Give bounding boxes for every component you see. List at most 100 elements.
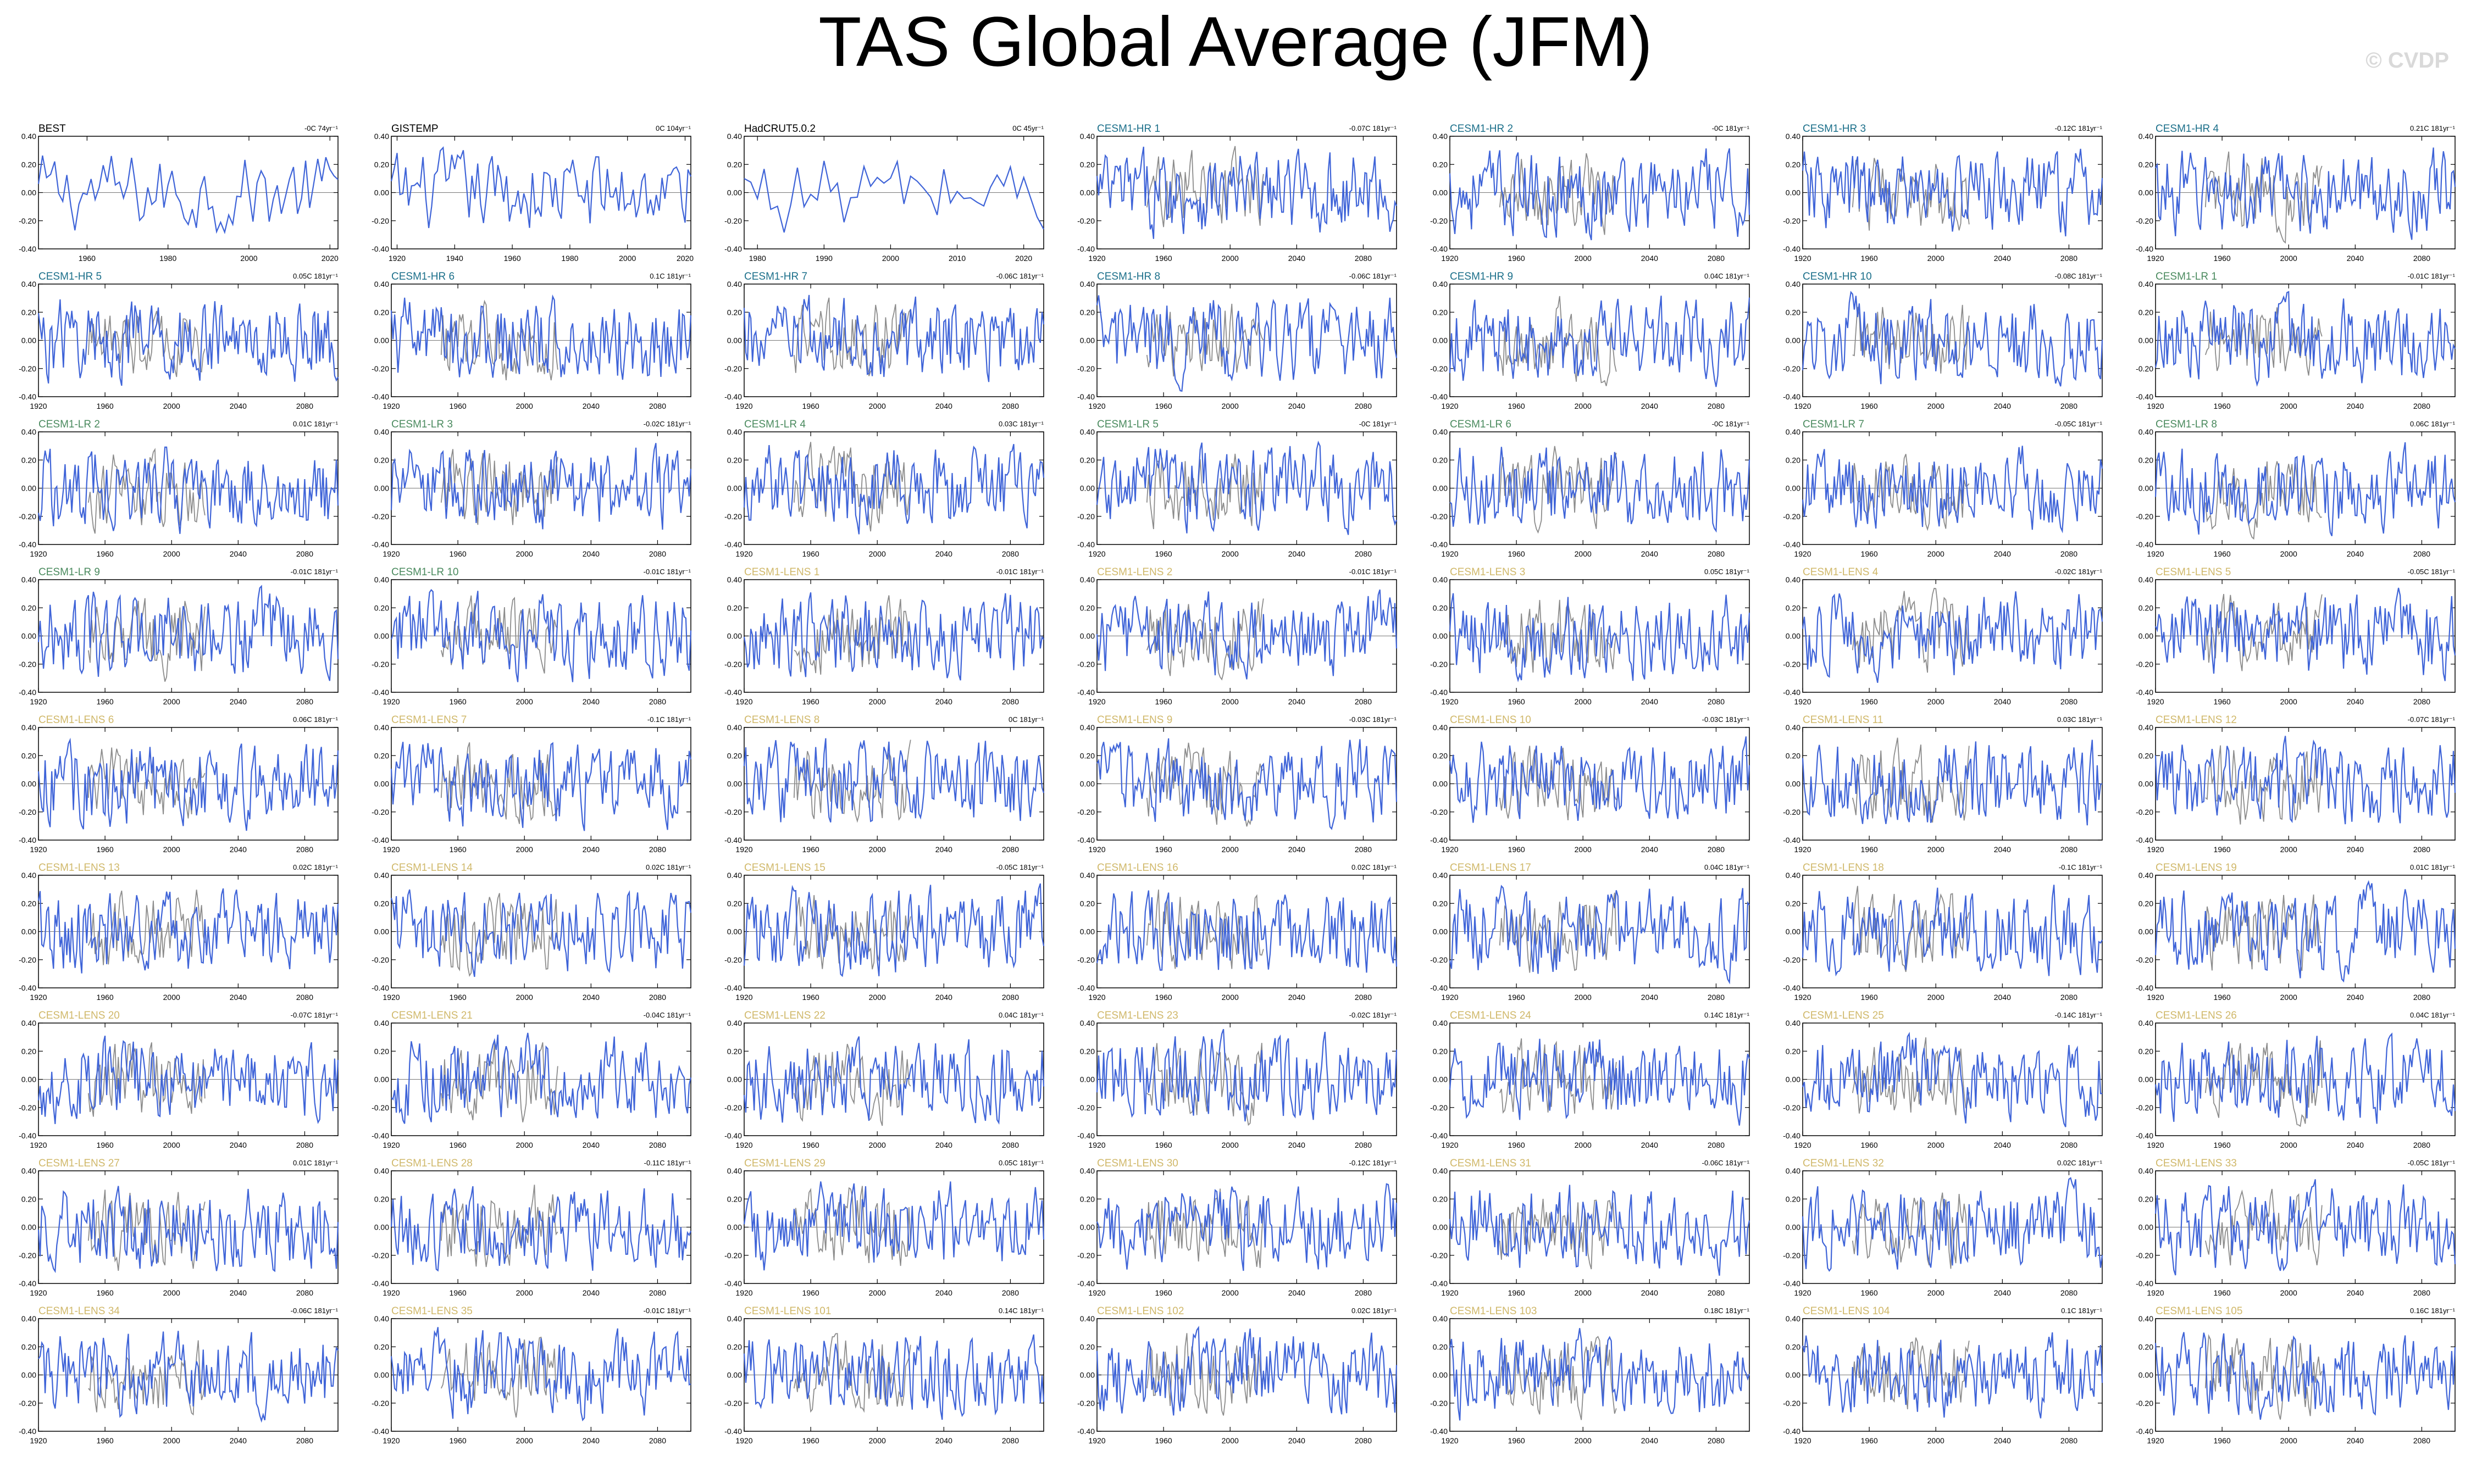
y-tick-label: 0.00	[21, 1371, 36, 1380]
chart-panel: CESM1-LR 2 0.01C 181yr⁻¹ 0.40 0.20 0.00 -0.20…	[19, 419, 339, 558]
x-tick-label: 2080	[296, 549, 313, 558]
x-tick-label: 2080	[1355, 1141, 1372, 1149]
x-tick-label: 2000	[1927, 1436, 1944, 1445]
y-tick-label: 0.20	[1786, 899, 1800, 908]
x-tick-label: 2080	[1708, 993, 1725, 1002]
y-tick-label: -0.20	[372, 955, 389, 964]
chart-panel: CESM1-LENS 27 0.01C 181yr⁻¹ 0.40 0.20 0.00 -0…	[19, 1158, 339, 1297]
series-line	[37, 737, 339, 831]
y-tick-label: 0.00	[374, 484, 389, 493]
y-tick-label: -0.20	[2136, 1251, 2153, 1260]
y-tick-label: -0.40	[1430, 688, 1448, 697]
y-tick-label: 0.00	[374, 1223, 389, 1232]
series-line	[2154, 587, 2456, 681]
y-tick-label: 0.40	[2138, 1314, 2153, 1323]
y-tick-label: -0.20	[2136, 216, 2153, 225]
y-tick-label: 0.00	[1433, 1075, 1448, 1084]
panel-title: CESM1-LENS 7	[391, 714, 467, 726]
y-tick-label: 0.20	[2138, 751, 2153, 760]
chart-panel: CESM1-LENS 17 0.04C 181yr⁻¹ 0.40 0.20 0.00 -0…	[1430, 862, 1750, 1002]
chart-panel: CESM1-LENS 11 0.03C 181yr⁻¹ 0.40 0.20 0.00 -0…	[1783, 714, 2103, 854]
x-tick-label: 2040	[1641, 697, 1658, 706]
y-tick-label: 0.40	[1080, 723, 1095, 732]
panel-title: CESM1-LENS 17	[1450, 862, 1531, 874]
panel-trend-label: -0.12C 181yr⁻¹	[1349, 1159, 1397, 1167]
y-tick-label: 0.20	[1433, 603, 1448, 612]
x-tick-label: 2080	[1002, 402, 1019, 410]
x-tick-label: 2040	[230, 845, 247, 854]
y-tick-label: -0.20	[2136, 1103, 2153, 1112]
series-line	[2154, 1179, 2456, 1276]
chart-panel: CESM1-LR 4 0.03C 181yr⁻¹ 0.40 0.20 0.00 -0.20…	[724, 419, 1045, 558]
y-tick-label: 0.00	[1433, 1223, 1448, 1232]
y-tick-label: 0.20	[2138, 308, 2153, 316]
y-tick-label: -0.20	[1430, 1103, 1448, 1112]
x-tick-label: 2040	[1641, 845, 1658, 854]
x-tick-label: 2080	[649, 845, 666, 854]
y-tick-label: 0.20	[1433, 1047, 1448, 1055]
y-tick-label: 0.40	[1433, 575, 1448, 584]
panel-trend-label: 0.03C 181yr⁻¹	[999, 420, 1044, 428]
y-tick-label: 0.00	[727, 1075, 742, 1084]
y-tick-label: 0.40	[21, 1166, 36, 1175]
x-tick-label: 1960	[1155, 1436, 1172, 1445]
y-tick-label: 0.40	[1786, 575, 1800, 584]
x-tick-label: 2040	[2347, 1141, 2364, 1149]
x-tick-label: 2000	[869, 845, 886, 854]
x-tick-label: 1920	[1794, 1141, 1811, 1149]
x-tick-label: 2000	[2280, 1288, 2297, 1297]
y-tick-label: 0.20	[21, 455, 36, 464]
series-line	[2154, 1332, 2456, 1420]
panel-trend-label: 0.14C 181yr⁻¹	[999, 1307, 1044, 1315]
y-tick-label: 0.40	[1080, 1019, 1095, 1027]
y-tick-label: 0.00	[2138, 632, 2153, 641]
x-tick-label: 2000	[1222, 993, 1239, 1002]
y-tick-label: 0.40	[21, 575, 36, 584]
panel-trend-label: -0.1C 181yr⁻¹	[2059, 863, 2103, 871]
x-tick-label: 1960	[1508, 845, 1525, 854]
x-tick-label: 2000	[1575, 1436, 1592, 1445]
y-tick-label: -0.40	[724, 392, 742, 401]
x-tick-label: 1960	[1508, 697, 1525, 706]
obs-overlay-line	[1146, 1333, 1264, 1416]
x-tick-label: 1920	[1088, 697, 1105, 706]
y-tick-label: -0.20	[724, 955, 742, 964]
chart-panel: CESM1-LENS 29 0.05C 181yr⁻¹ 0.40 0.20 0.00 -0…	[724, 1158, 1045, 1297]
y-tick-label: 0.00	[727, 188, 742, 197]
x-tick-label: 2080	[2413, 697, 2430, 706]
x-tick-label: 2080	[296, 1141, 313, 1149]
x-tick-label: 2000	[882, 254, 899, 263]
x-tick-label: 2080	[649, 1288, 666, 1297]
panel-trend-label: -0.05C 181yr⁻¹	[2408, 1159, 2456, 1167]
series-line	[743, 1036, 1045, 1125]
x-tick-label: 2040	[935, 1436, 952, 1445]
y-tick-label: 0.20	[2138, 1194, 2153, 1203]
x-tick-label: 1920	[1794, 845, 1811, 854]
x-tick-label: 1920	[2147, 254, 2164, 263]
y-tick-label: 0.40	[374, 575, 389, 584]
series-line	[1802, 885, 2103, 977]
x-tick-label: 2000	[163, 549, 180, 558]
y-tick-label: -0.40	[1077, 688, 1095, 697]
y-tick-label: -0.40	[19, 1279, 36, 1288]
y-tick-label: 0.40	[1433, 1314, 1448, 1323]
x-tick-label: 2000	[1575, 1288, 1592, 1297]
y-tick-label: -0.20	[1430, 1399, 1448, 1408]
series-line	[1449, 1038, 1750, 1126]
x-tick-label: 2020	[322, 254, 339, 263]
x-tick-label: 1960	[97, 993, 114, 1002]
obs-overlay-line	[793, 1333, 911, 1413]
obs-overlay-line	[1499, 446, 1617, 534]
y-tick-label: -0.40	[372, 983, 389, 992]
panel-title: CESM1-LENS 4	[1803, 566, 1879, 578]
x-tick-label: 2040	[935, 845, 952, 854]
x-tick-label: 1960	[97, 1141, 114, 1149]
y-tick-label: 0.20	[1080, 1342, 1095, 1351]
series-line	[1802, 1177, 2103, 1272]
y-tick-label: -0.40	[1783, 1131, 1800, 1140]
x-tick-label: 2080	[2413, 402, 2430, 410]
y-tick-label: -0.20	[19, 364, 36, 373]
panel-title: CESM1-LENS 29	[744, 1158, 825, 1169]
y-tick-label: 0.20	[21, 1342, 36, 1351]
x-tick-label: 2040	[1288, 697, 1305, 706]
